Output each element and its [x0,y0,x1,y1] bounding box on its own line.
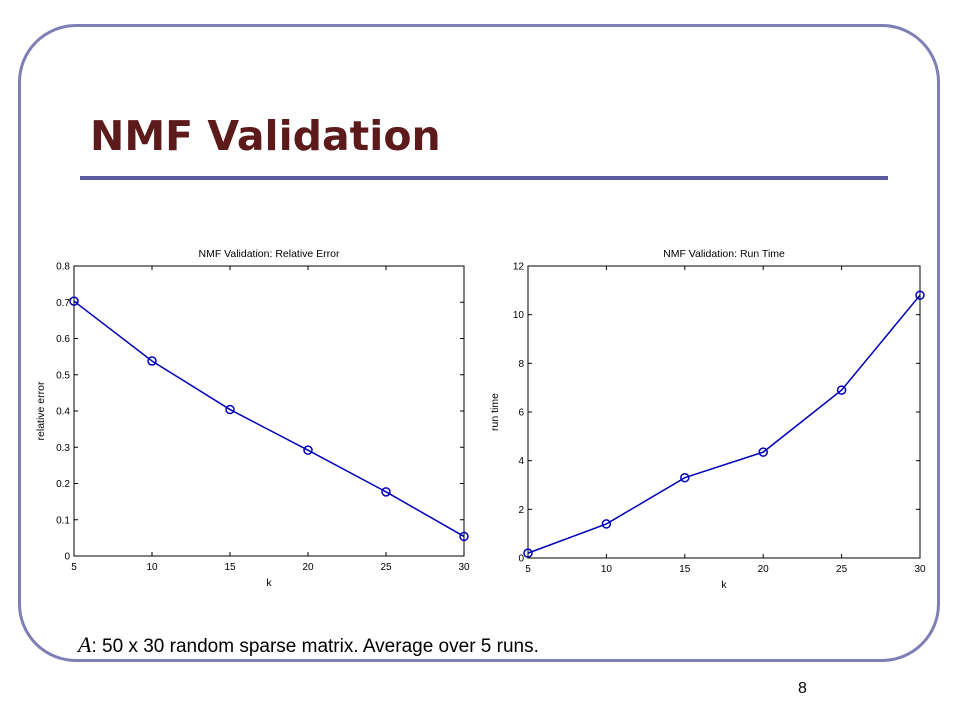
slide-title: NMF Validation [90,112,441,160]
series-line [73,300,465,538]
data-point [758,447,768,457]
y-tick-label: 6 [518,408,524,419]
caption-matrix-symbol: A [78,632,92,657]
data-point [836,385,847,395]
x-tick-label: 5 [525,564,531,575]
data-point [303,445,313,455]
y-tick-label: 10 [513,310,525,321]
y-tick-label: 8 [518,359,524,370]
data-point [601,519,612,529]
y-tick-label: 12 [513,262,525,273]
caption: A: 50 x 30 random sparse matrix. Average… [78,632,539,658]
y-axis-label: run time [489,393,501,431]
title-rule [80,176,888,180]
data-point [225,404,235,415]
y-tick-label: 0.1 [56,515,70,526]
page-number: 8 [798,680,807,697]
data-point [680,472,690,483]
chart-title: NMF Validation: Relative Error [198,248,340,260]
y-tick-label: 0.7 [56,298,70,309]
x-tick-label: 25 [836,564,848,575]
y-tick-label: 0.5 [56,370,70,381]
y-tick-label: 2 [518,505,524,516]
x-tick-label: 30 [458,562,470,573]
chart-title: NMF Validation: Run Time [663,248,785,260]
axes-box [527,265,921,559]
y-tick-label: 0 [518,554,524,565]
y-tick-label: 0.8 [56,262,70,273]
slide-frame [18,24,940,662]
data-point [459,531,469,542]
data-point [69,296,79,306]
x-tick-label: 15 [224,562,236,573]
x-axis-label: k [721,579,727,591]
y-tick-label: 4 [518,456,524,467]
y-tick-label: 0 [64,552,70,563]
x-tick-label: 10 [146,562,158,573]
x-axis-label: k [266,577,272,589]
x-tick-label: 10 [601,564,613,575]
x-tick-label: 15 [679,564,691,575]
data-point [915,290,925,300]
series-line [527,294,921,554]
y-tick-label: 0.6 [56,334,70,345]
x-tick-label: 30 [914,564,926,575]
y-tick-label: 0.2 [56,479,70,490]
y-tick-label: 0.3 [56,443,70,454]
x-tick-label: 25 [380,562,392,573]
x-tick-label: 20 [758,564,770,575]
y-axis-label: relative error [35,381,47,440]
x-tick-label: 5 [71,562,77,573]
data-point [147,356,157,366]
y-tick-label: 0.4 [56,407,70,418]
data-point [381,487,391,497]
x-tick-label: 20 [302,562,314,573]
data-point [523,548,533,558]
caption-text: : 50 x 30 random sparse matrix. Average … [91,636,539,657]
